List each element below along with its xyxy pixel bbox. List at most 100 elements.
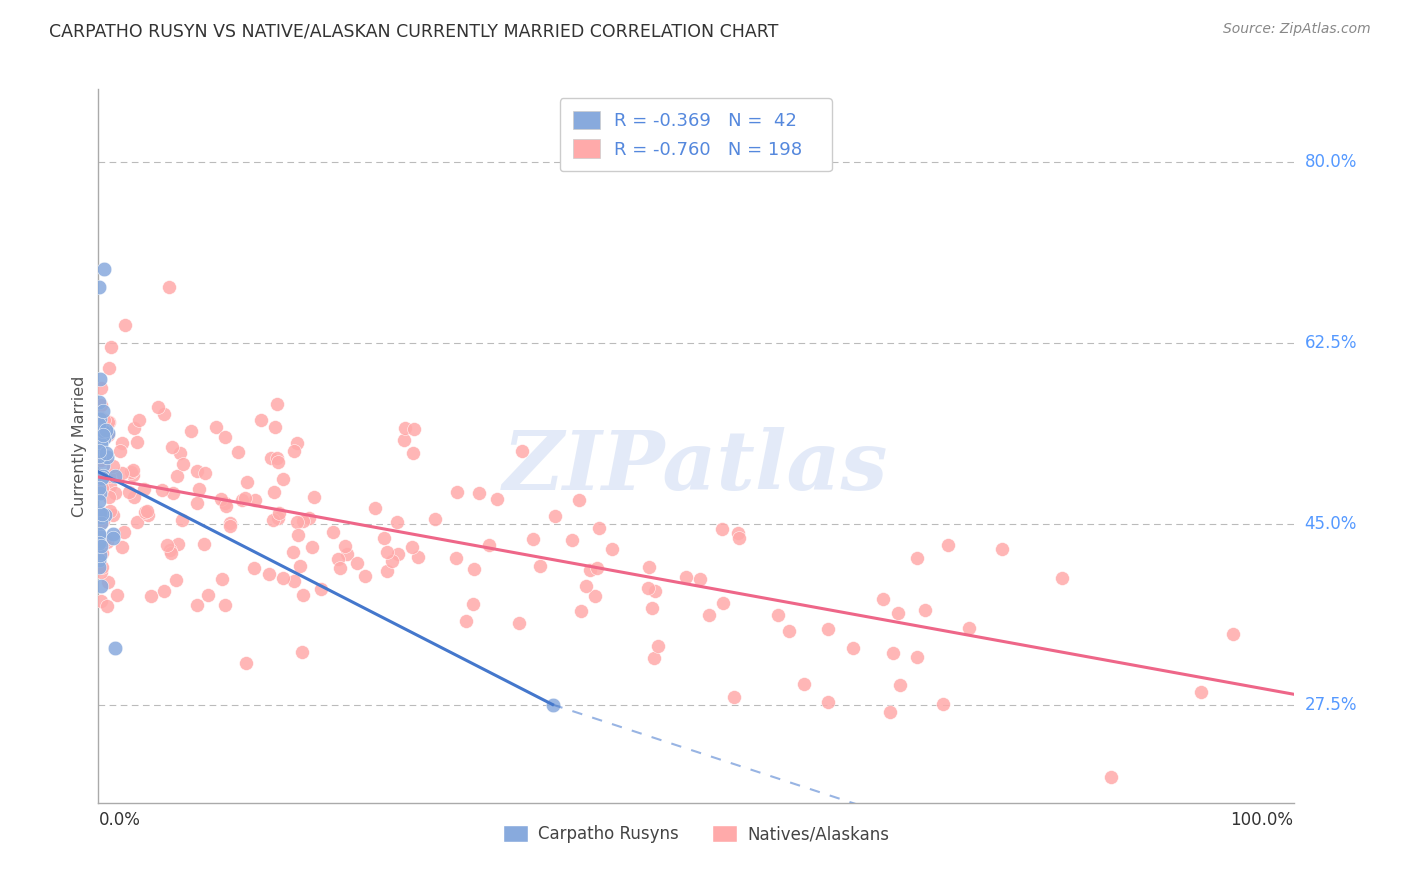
Point — [89, 486, 111, 500]
Point — [209, 492, 232, 507]
Point — [346, 557, 368, 571]
Point — [159, 543, 181, 558]
Point — [93, 413, 115, 427]
Point — [569, 604, 592, 618]
Point — [122, 463, 145, 477]
Point — [90, 473, 112, 487]
Point — [172, 513, 194, 527]
Point — [401, 540, 423, 554]
Point — [291, 588, 314, 602]
Point — [104, 485, 127, 500]
Point — [93, 262, 115, 277]
Point — [723, 690, 745, 704]
Point — [186, 496, 208, 510]
Point — [94, 533, 117, 548]
Point — [91, 469, 114, 483]
Point — [231, 493, 253, 508]
Point — [887, 606, 910, 620]
Point — [882, 646, 904, 660]
Point — [214, 430, 236, 444]
Point — [90, 437, 112, 451]
Point — [510, 443, 533, 458]
Point — [90, 560, 112, 574]
Point — [146, 400, 169, 414]
Point — [267, 506, 290, 520]
Point — [169, 445, 191, 459]
Point — [93, 508, 115, 522]
Point — [647, 639, 669, 653]
Point — [1099, 770, 1122, 784]
Point — [122, 421, 145, 435]
Point — [727, 526, 749, 541]
Point — [87, 526, 110, 541]
Point — [262, 513, 284, 527]
Point — [97, 426, 120, 441]
Point — [90, 410, 112, 425]
Point — [108, 444, 131, 458]
Point — [285, 515, 308, 529]
Y-axis label: Currently Married: Currently Married — [72, 376, 87, 516]
Point — [89, 412, 111, 426]
Point — [186, 599, 208, 613]
Point — [260, 450, 283, 465]
Point — [100, 340, 122, 354]
Point — [90, 381, 112, 395]
Point — [218, 518, 240, 533]
Point — [101, 458, 124, 473]
Point — [354, 568, 377, 582]
Point — [122, 491, 145, 505]
Point — [90, 469, 112, 483]
Point — [322, 524, 344, 539]
Text: ZIPatlas: ZIPatlas — [503, 427, 889, 508]
Point — [766, 607, 789, 622]
Point — [97, 468, 120, 483]
Point — [1189, 685, 1212, 699]
Point — [87, 279, 110, 293]
Point — [485, 491, 508, 506]
Point — [96, 445, 118, 459]
Point — [290, 559, 312, 574]
Point — [600, 541, 623, 556]
Point — [166, 468, 188, 483]
Point — [675, 570, 697, 584]
Point — [281, 545, 304, 559]
Point — [186, 464, 208, 478]
Text: CARPATHO RUSYN VS NATIVE/ALASKAN CURRENTLY MARRIED CORRELATION CHART: CARPATHO RUSYN VS NATIVE/ALASKAN CURRENT… — [49, 22, 779, 40]
Point — [263, 485, 285, 500]
Point — [157, 279, 180, 293]
Point — [586, 561, 609, 575]
Point — [311, 582, 333, 597]
Point — [160, 440, 183, 454]
Point — [543, 508, 565, 523]
Point — [105, 588, 128, 602]
Point — [89, 449, 111, 463]
Point — [226, 445, 249, 459]
Point — [394, 434, 416, 448]
Point — [155, 538, 177, 552]
Point — [215, 499, 238, 513]
Point — [957, 620, 980, 634]
Point — [637, 560, 659, 574]
Point — [842, 641, 865, 656]
Point — [194, 466, 217, 480]
Point — [879, 705, 901, 719]
Point — [914, 603, 936, 617]
Point — [335, 539, 357, 553]
Point — [90, 594, 112, 608]
Point — [264, 419, 287, 434]
Point — [89, 417, 111, 432]
Point — [89, 395, 111, 409]
Point — [1222, 627, 1244, 641]
Point — [235, 656, 257, 670]
Point — [711, 522, 734, 536]
Point — [91, 458, 114, 472]
Point — [404, 422, 426, 436]
Point — [905, 551, 928, 566]
Point — [162, 485, 184, 500]
Point — [381, 554, 404, 568]
Point — [165, 573, 187, 587]
Point — [96, 450, 118, 464]
Point — [152, 407, 174, 421]
Point — [643, 651, 665, 665]
Point — [90, 516, 112, 531]
